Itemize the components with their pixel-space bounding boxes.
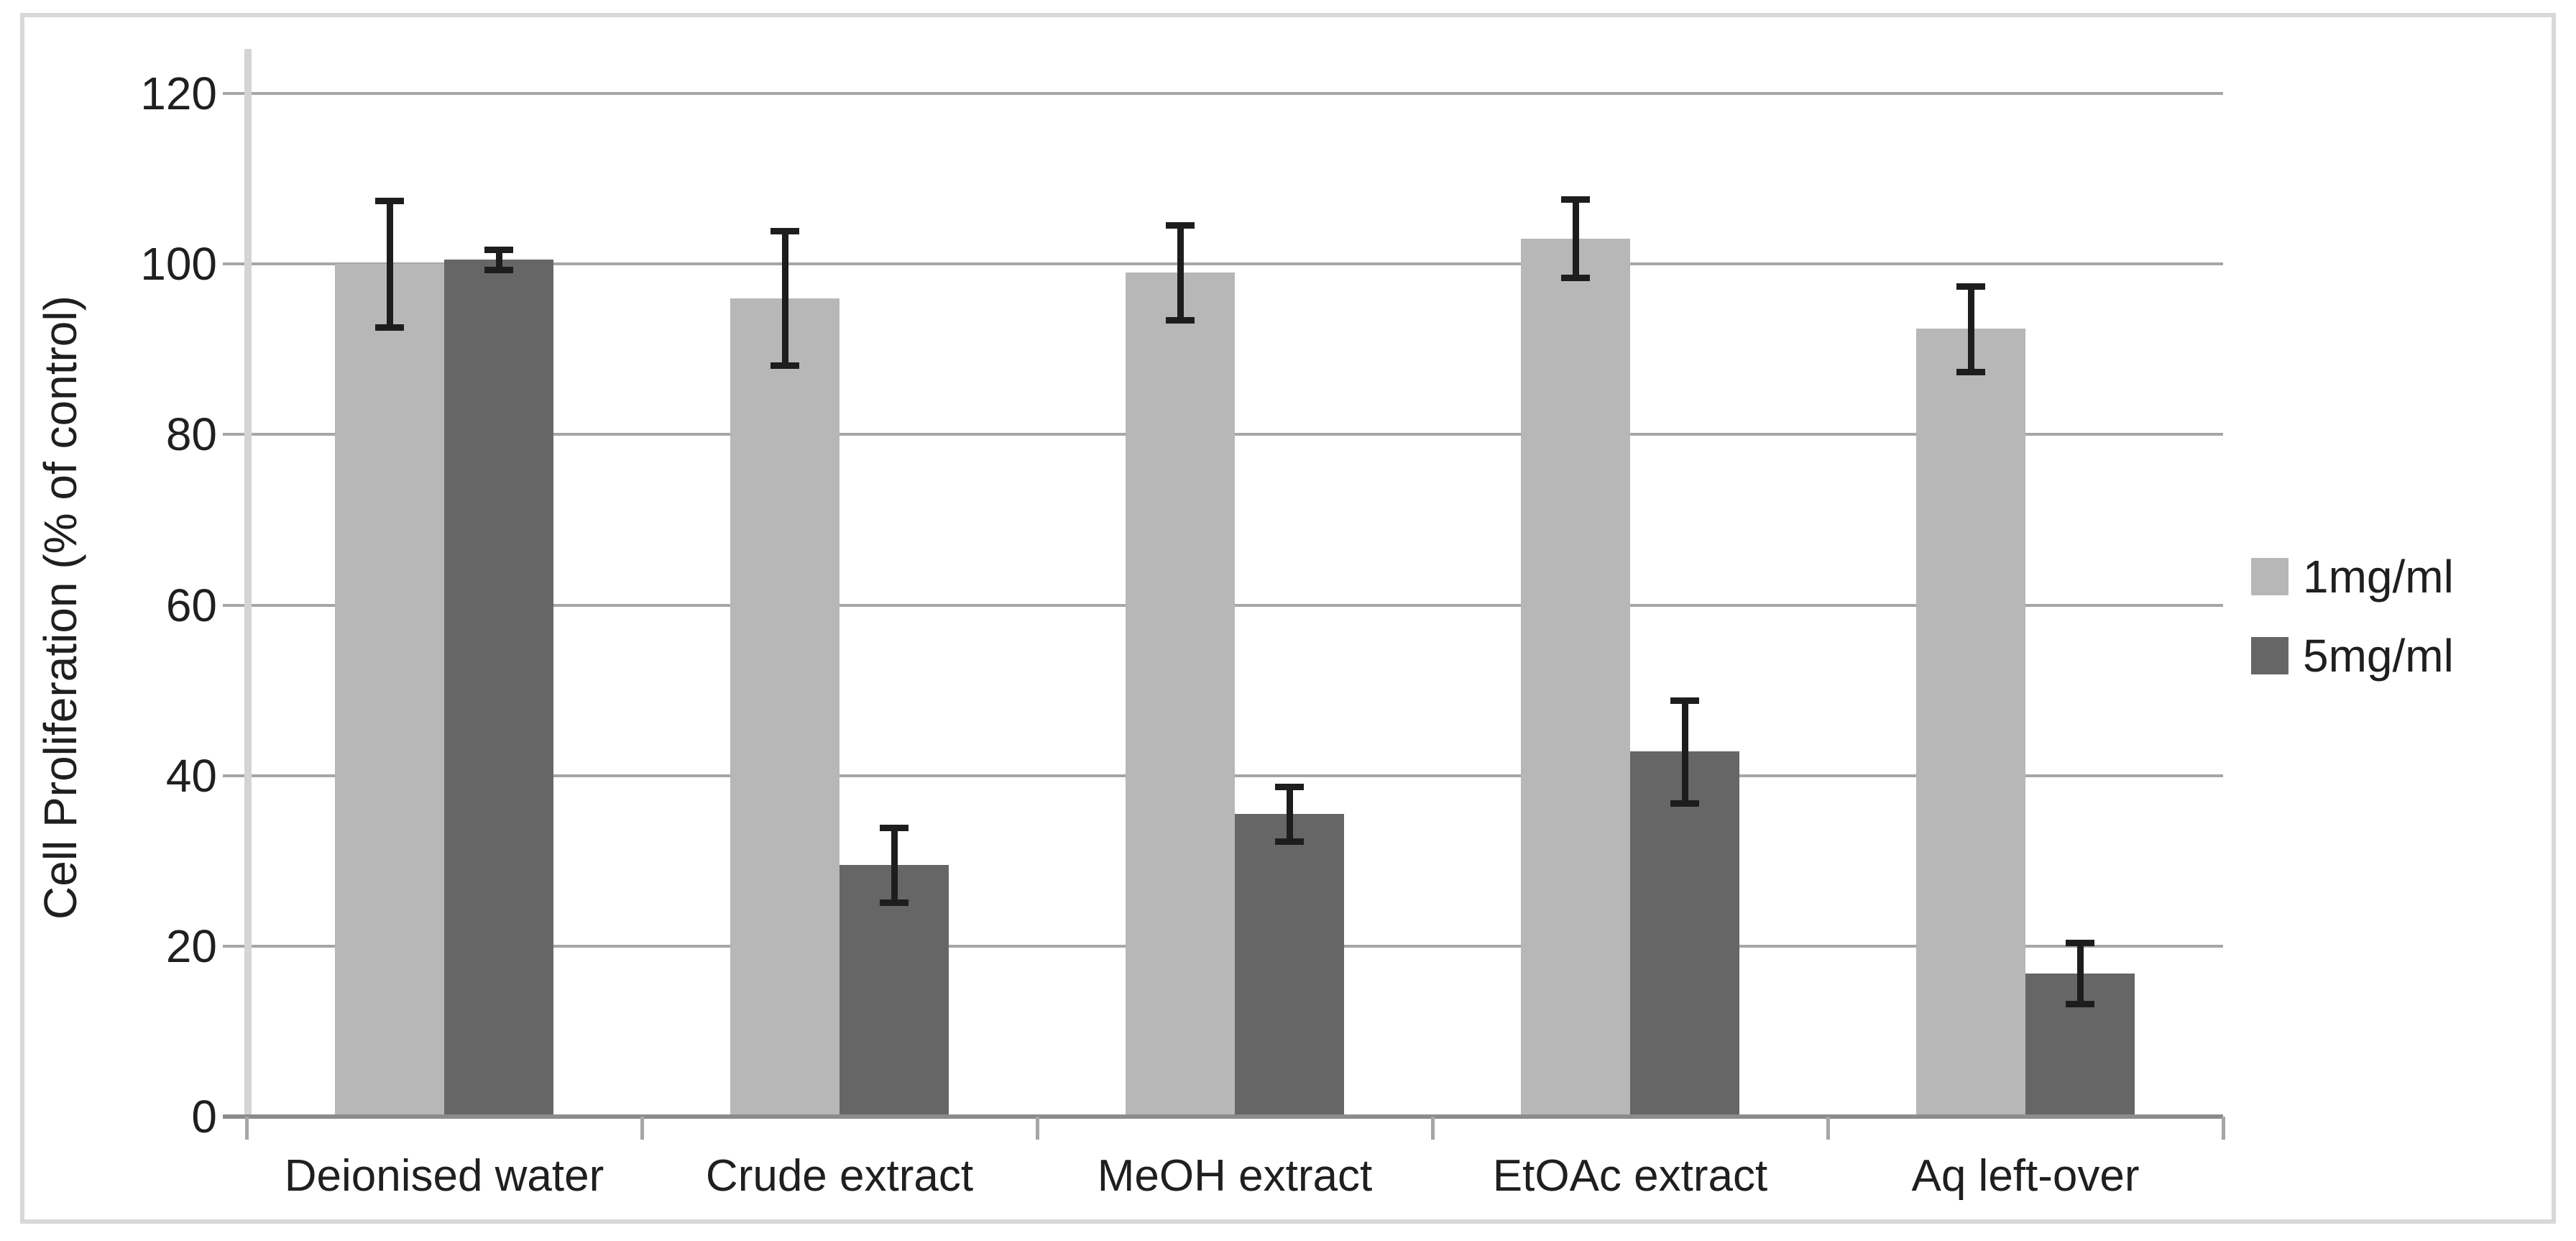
y-tick-label-80: 80 — [165, 408, 217, 461]
legend: 1mg/ml 5mg/ml — [2251, 551, 2454, 682]
error-bar-cap-high-5mg-ml-aq-left-over — [2066, 940, 2094, 947]
error-bar-cap-high-5mg-ml-deionised-water — [484, 247, 513, 253]
x-axis-tick-0 — [245, 1117, 249, 1140]
error-bar-cap-high-5mg-ml-crude-extract — [880, 825, 908, 831]
error-bar-cap-low-5mg-ml-crude-extract — [880, 899, 908, 907]
y-gridline-120 — [223, 92, 2223, 95]
bar-5mg-ml-crude-extract — [840, 865, 949, 1117]
error-bar-cap-high-5mg-ml-etoac-extract — [1670, 697, 1699, 705]
error-bar-5mg-ml-deionised-water — [495, 249, 502, 270]
error-bar-cap-low-1mg-ml-crude-extract — [770, 362, 799, 370]
error-bar-5mg-ml-aq-left-over — [2076, 943, 2084, 1004]
error-bar-5mg-ml-meoh-extract — [1286, 787, 1293, 841]
y-gridline-100 — [223, 262, 2223, 266]
error-bar-cap-low-1mg-ml-etoac-extract — [1561, 275, 1590, 282]
error-bar-1mg-ml-crude-extract — [781, 230, 788, 366]
legend-item-5mg-ml: 5mg/ml — [2251, 630, 2454, 682]
bar-1mg-ml-meoh-extract — [1126, 273, 1235, 1117]
error-bar-1mg-ml-etoac-extract — [1572, 199, 1579, 278]
y-tick-label-0: 0 — [191, 1091, 217, 1142]
y-axis-line — [244, 49, 252, 1117]
y-tick-label-60: 60 — [165, 579, 217, 631]
bar-1mg-ml-crude-extract — [730, 298, 840, 1117]
legend-swatch-5mg-ml — [2251, 637, 2288, 674]
y-tick-label-100: 100 — [140, 238, 217, 290]
category-label-aq-left-over: Aq left-over — [1911, 1151, 2140, 1201]
error-bar-cap-high-1mg-ml-deionised-water — [375, 198, 404, 205]
error-bar-5mg-ml-crude-extract — [891, 828, 898, 903]
y-tick-label-20: 20 — [165, 920, 217, 972]
category-label-meoh-extract: MeOH extract — [1097, 1151, 1373, 1201]
error-bar-1mg-ml-aq-left-over — [1967, 285, 1974, 372]
x-axis-tick-1 — [640, 1117, 644, 1140]
error-bar-cap-low-1mg-ml-aq-left-over — [1956, 368, 1985, 375]
error-bar-cap-low-5mg-ml-deionised-water — [484, 267, 513, 274]
x-axis-tick-2 — [1036, 1117, 1039, 1140]
error-bar-cap-low-5mg-ml-aq-left-over — [2066, 1001, 2094, 1008]
category-label-deionised-water: Deionised water — [284, 1151, 604, 1201]
legend-swatch-1mg-ml — [2251, 558, 2288, 595]
error-bar-1mg-ml-deionised-water — [386, 201, 393, 327]
legend-item-1mg-ml: 1mg/ml — [2251, 551, 2454, 603]
error-bar-cap-high-5mg-ml-meoh-extract — [1275, 784, 1304, 791]
error-bar-cap-low-1mg-ml-deionised-water — [375, 324, 404, 331]
x-axis-tick-5 — [2222, 1117, 2225, 1140]
y-tick-label-120: 120 — [140, 68, 217, 119]
error-bar-cap-high-1mg-ml-crude-extract — [770, 227, 799, 234]
x-axis-tick-4 — [1826, 1117, 1830, 1140]
bar-5mg-ml-meoh-extract — [1235, 814, 1344, 1117]
x-axis-tick-3 — [1431, 1117, 1435, 1140]
bar-1mg-ml-aq-left-over — [1916, 329, 2025, 1117]
error-bar-cap-low-5mg-ml-etoac-extract — [1670, 800, 1699, 807]
y-tick-label-40: 40 — [165, 749, 217, 802]
bar-1mg-ml-deionised-water — [335, 264, 444, 1117]
legend-label-5mg-ml: 5mg/ml — [2303, 630, 2454, 682]
bar-1mg-ml-etoac-extract — [1521, 238, 1630, 1117]
bar-5mg-ml-etoac-extract — [1630, 751, 1739, 1117]
x-axis-line — [223, 1114, 2223, 1119]
bar-5mg-ml-deionised-water — [444, 260, 553, 1117]
error-bar-1mg-ml-meoh-extract — [1177, 224, 1184, 321]
error-bar-cap-low-1mg-ml-meoh-extract — [1166, 317, 1195, 324]
error-bar-cap-high-1mg-ml-meoh-extract — [1166, 221, 1195, 229]
error-bar-cap-low-5mg-ml-meoh-extract — [1275, 838, 1304, 845]
error-bar-5mg-ml-etoac-extract — [1681, 700, 1688, 803]
category-label-etoac-extract: EtOAc extract — [1492, 1151, 1768, 1201]
y-axis-title: Cell Proliferation (% of control) — [34, 296, 86, 920]
legend-label-1mg-ml: 1mg/ml — [2303, 551, 2454, 603]
category-label-crude-extract: Crude extract — [705, 1151, 974, 1201]
error-bar-cap-high-1mg-ml-etoac-extract — [1561, 196, 1590, 203]
error-bar-cap-high-1mg-ml-aq-left-over — [1956, 283, 1985, 290]
